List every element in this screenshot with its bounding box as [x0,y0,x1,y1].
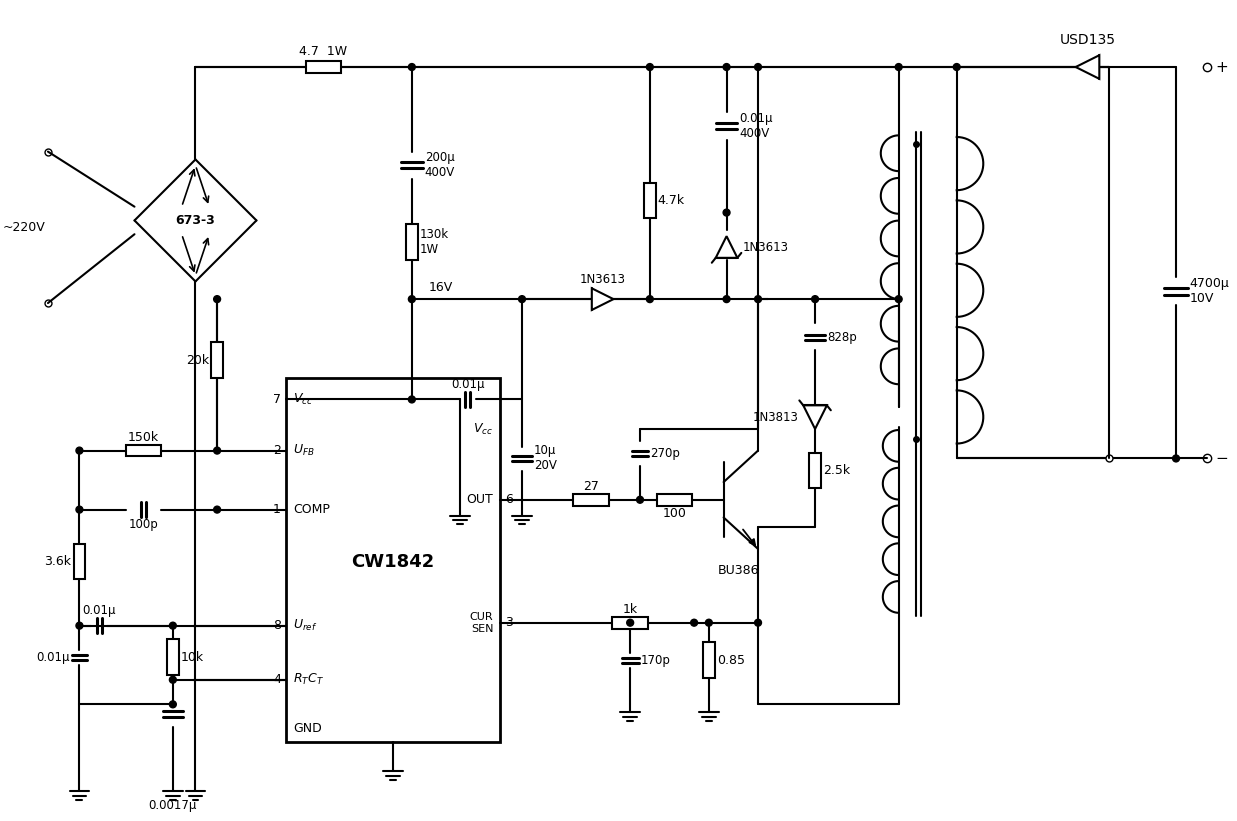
Text: 7: 7 [273,393,281,406]
Text: 4: 4 [273,673,281,686]
Text: $U_{FB}$: $U_{FB}$ [293,443,314,458]
Polygon shape [591,288,614,310]
Text: 2.5k: 2.5k [823,464,850,477]
Circle shape [75,447,83,454]
Circle shape [75,507,83,513]
Text: CW1842: CW1842 [351,553,434,571]
Circle shape [755,63,762,71]
Text: 0.01μ
400V: 0.01μ 400V [740,112,773,140]
Text: 4.7k: 4.7k [658,195,685,207]
Circle shape [755,619,762,626]
Text: 100p: 100p [129,518,158,531]
Polygon shape [803,406,826,429]
Text: −: − [1216,451,1228,466]
Circle shape [705,619,713,626]
Circle shape [214,507,220,513]
Text: 3: 3 [505,617,513,629]
Text: 1N3613: 1N3613 [580,273,626,287]
Text: 270p: 270p [651,447,680,460]
Text: +: + [1216,60,1228,75]
Text: 0.0017μ: 0.0017μ [148,799,197,812]
Text: 1k: 1k [622,603,638,616]
Text: 8: 8 [273,619,281,632]
Text: 150k: 150k [127,431,158,443]
Circle shape [954,63,960,71]
Circle shape [169,701,177,708]
Bar [73,544,85,580]
Circle shape [724,296,730,303]
Text: 1N3813: 1N3813 [752,410,798,424]
Text: CUR
SEN: CUR SEN [470,612,494,634]
Text: 10k: 10k [181,650,204,663]
Bar [573,494,609,506]
Text: USD135: USD135 [1060,34,1116,48]
Text: 0.01μ: 0.01μ [452,378,485,391]
Polygon shape [716,236,737,258]
Text: 0.01μ: 0.01μ [36,650,69,663]
Bar [657,494,693,506]
Bar [612,617,648,629]
Bar [286,378,500,741]
Bar [703,642,715,678]
Text: 20k: 20k [186,354,209,367]
Circle shape [214,447,220,454]
Text: 4.7  1W: 4.7 1W [299,45,348,57]
Text: 200μ
400V: 200μ 400V [424,151,455,179]
Text: COMP: COMP [293,503,330,516]
Circle shape [408,296,416,303]
Bar [406,224,418,259]
Circle shape [724,209,730,216]
Circle shape [408,63,416,71]
Circle shape [637,497,643,503]
Text: OUT: OUT [466,493,494,507]
Circle shape [811,296,819,303]
Circle shape [408,396,416,403]
Bar [212,342,223,378]
Text: 2: 2 [273,444,281,457]
Bar [809,452,821,488]
Text: 16V: 16V [428,282,453,294]
Text: 100: 100 [663,507,687,520]
Bar [306,61,341,73]
Circle shape [896,296,902,303]
Bar [644,183,656,218]
Text: ~220V: ~220V [2,221,45,234]
Circle shape [214,296,220,303]
Polygon shape [1076,55,1100,79]
Circle shape [75,622,83,629]
Text: 1N3613: 1N3613 [742,241,788,254]
Text: 0.01μ: 0.01μ [83,604,116,617]
Text: GND: GND [293,722,322,736]
Circle shape [690,619,698,626]
Text: BU386: BU386 [717,564,760,576]
Bar [126,445,161,456]
Text: $V_{cc}$: $V_{cc}$ [474,421,494,437]
Circle shape [518,296,526,303]
Text: $U_{ref}$: $U_{ref}$ [293,618,317,633]
Text: 130k
1W: 130k 1W [419,228,449,256]
Circle shape [755,296,762,303]
Circle shape [724,63,730,71]
Text: 3.6k: 3.6k [45,555,72,568]
Circle shape [896,63,902,71]
Text: 0.85: 0.85 [716,654,745,667]
Text: 10μ
20V: 10μ 20V [534,444,557,472]
Bar [167,640,179,675]
Text: $R_TC_T$: $R_TC_T$ [293,672,324,687]
Text: 673-3: 673-3 [176,214,215,227]
Text: 1: 1 [273,503,281,516]
Circle shape [169,677,177,683]
Circle shape [1173,455,1179,462]
Circle shape [647,63,653,71]
Circle shape [627,619,633,626]
Text: 4700μ
10V: 4700μ 10V [1190,277,1230,305]
Text: 170p: 170p [641,654,670,667]
Circle shape [169,622,177,629]
Text: 828p: 828p [826,331,857,344]
Text: 6: 6 [505,493,513,507]
Text: 27: 27 [583,480,599,493]
Circle shape [647,296,653,303]
Text: $V_{cc}$: $V_{cc}$ [293,392,313,407]
